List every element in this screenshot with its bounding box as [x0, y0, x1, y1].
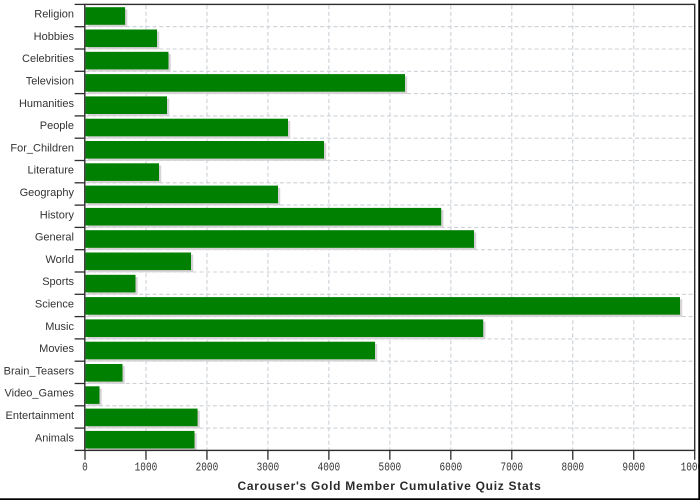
- svg-text:Video_Games: Video_Games: [4, 388, 74, 400]
- svg-text:Geography: Geography: [20, 187, 75, 199]
- svg-text:Hobbies: Hobbies: [34, 31, 75, 43]
- svg-text:Carouser's Gold Member Cumulat: Carouser's Gold Member Cumulative Quiz S…: [238, 479, 542, 493]
- svg-text:3000: 3000: [257, 461, 280, 474]
- svg-text:4000: 4000: [318, 461, 341, 474]
- svg-text:Music: Music: [45, 321, 74, 333]
- svg-text:1000: 1000: [135, 461, 158, 474]
- svg-text:Science: Science: [35, 298, 74, 310]
- svg-text:General: General: [35, 232, 74, 244]
- svg-text:World: World: [45, 254, 74, 266]
- svg-text:8000: 8000: [561, 461, 584, 474]
- svg-text:Sports: Sports: [42, 276, 74, 288]
- svg-text:People: People: [40, 120, 74, 132]
- svg-text:History: History: [40, 209, 75, 221]
- svg-text:Television: Television: [26, 75, 74, 87]
- svg-text:For_Children: For_Children: [10, 142, 74, 154]
- svg-text:7000: 7000: [500, 461, 523, 474]
- svg-text:Religion: Religion: [34, 9, 74, 21]
- svg-text:Celebrities: Celebrities: [22, 53, 74, 65]
- svg-text:Entertainment: Entertainment: [6, 410, 74, 422]
- svg-text:Brain_Teasers: Brain_Teasers: [4, 365, 75, 377]
- svg-text:6000: 6000: [440, 461, 463, 474]
- svg-text:5000: 5000: [379, 461, 402, 474]
- svg-text:2000: 2000: [196, 461, 219, 474]
- svg-text:9000: 9000: [622, 461, 645, 474]
- svg-text:Literature: Literature: [28, 165, 74, 177]
- svg-text:Humanities: Humanities: [19, 98, 75, 110]
- svg-text:10000: 10000: [681, 461, 700, 474]
- svg-text:0: 0: [82, 461, 88, 474]
- svg-text:Movies: Movies: [39, 343, 74, 355]
- svg-text:Animals: Animals: [35, 432, 75, 444]
